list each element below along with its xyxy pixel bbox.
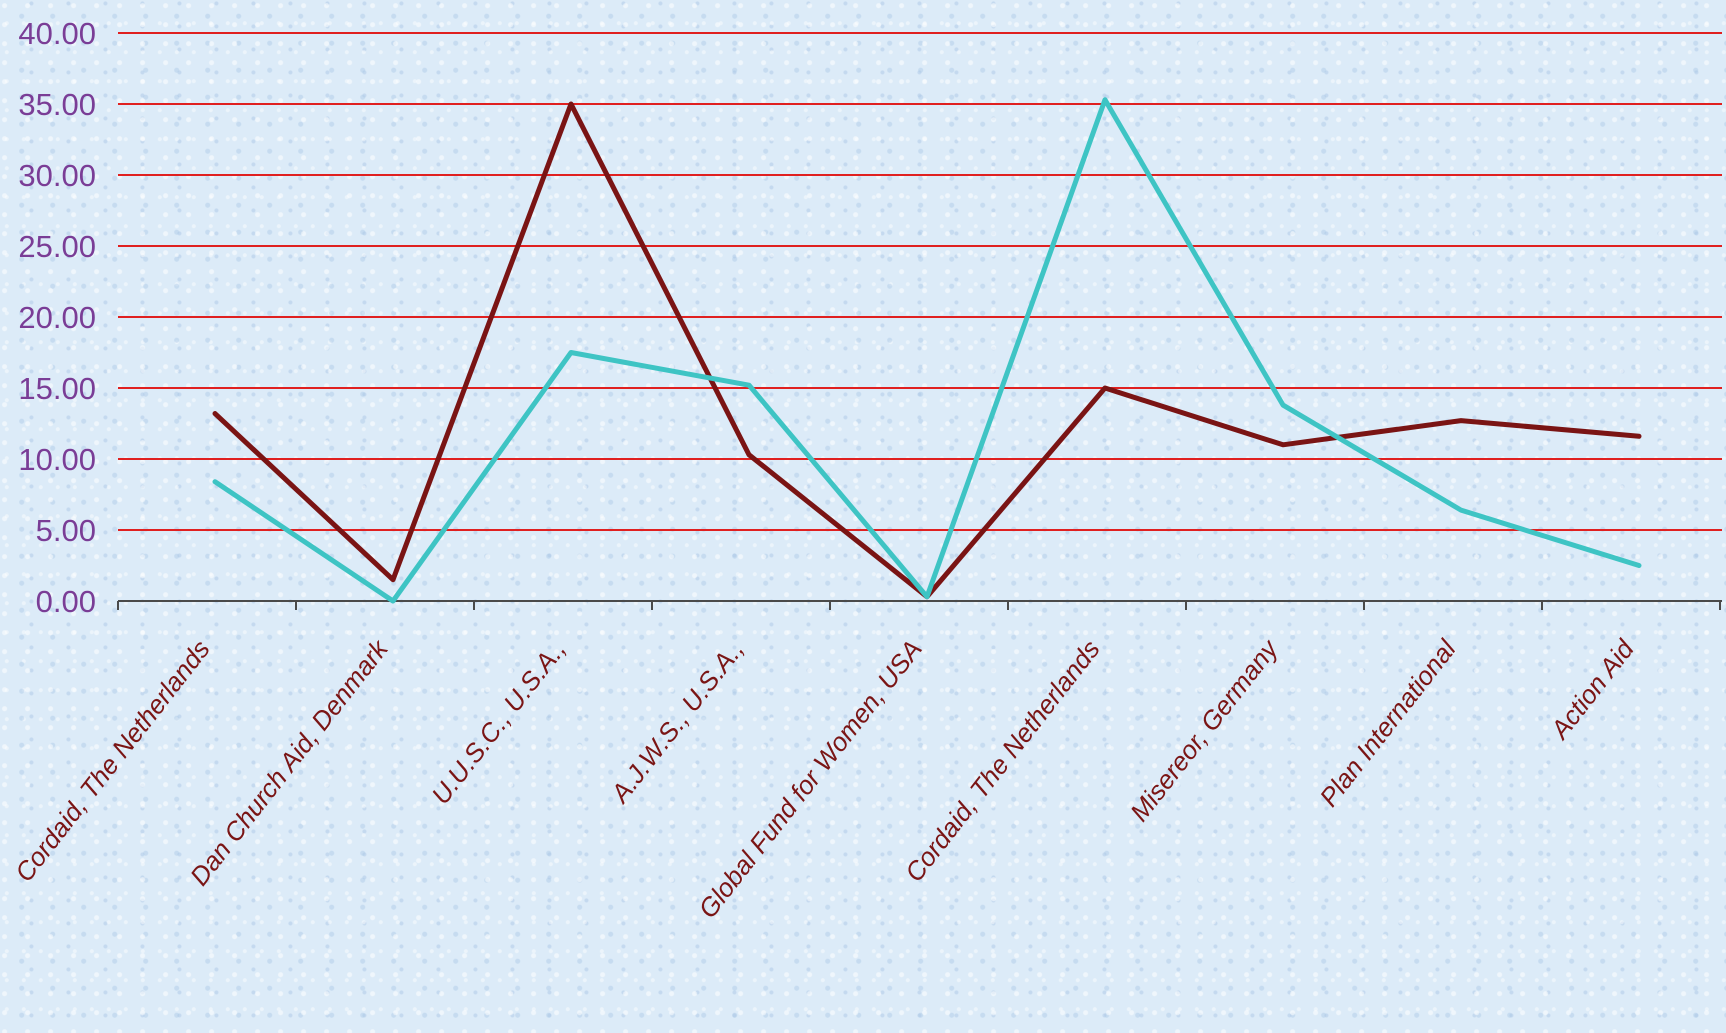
y-tick-label: 5.00 — [36, 513, 96, 548]
x-tick-label: A.J.W.S., U.S.A., — [604, 634, 750, 809]
x-tick-label: Dan Church Aid, Denmark — [184, 633, 395, 891]
y-tick-label: 15.00 — [18, 371, 96, 406]
series-line-2 — [212, 97, 1642, 604]
series-lines — [212, 97, 1642, 604]
y-tick-label: 30.00 — [18, 158, 96, 193]
x-tick-label: Cordaid, The Netherlands — [899, 634, 1106, 887]
x-tick-label: Misereor, Germany — [1124, 633, 1285, 827]
y-tick-label: 0.00 — [36, 584, 96, 619]
y-tick-label: 10.00 — [18, 442, 96, 477]
y-tick-labels: 0.00 5.00 10.00 15.00 20.00 25.00 30.00 35.00 40… — [18, 16, 96, 619]
x-tick-label: Action Aid — [1543, 633, 1640, 746]
y-tick-label: 40.00 — [18, 16, 96, 51]
axes — [117, 600, 1722, 610]
x-tick-label: U.U.S.C., U.S.A., — [425, 634, 571, 810]
x-tick-label: Plan International — [1313, 633, 1462, 812]
y-tick-label: 20.00 — [18, 300, 96, 335]
series-line-1 — [212, 101, 1642, 600]
y-tick-label: 25.00 — [18, 229, 96, 264]
y-tick-label: 35.00 — [18, 87, 96, 122]
gridlines — [118, 32, 1722, 531]
x-tick-label: Cordaid, The Netherlands — [9, 634, 216, 887]
